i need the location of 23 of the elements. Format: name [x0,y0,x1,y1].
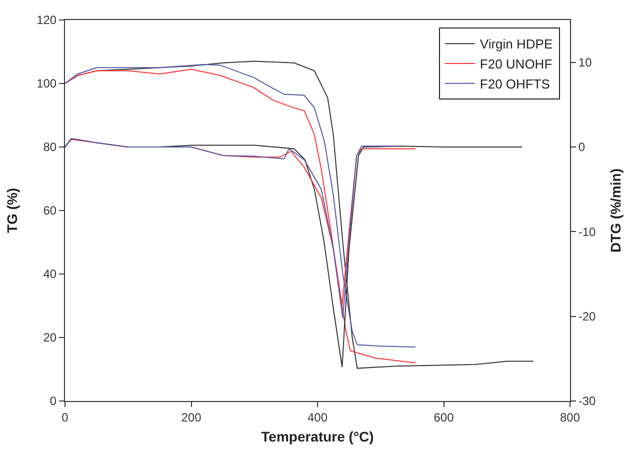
x-axis-title: Temperature (°C) [261,428,374,445]
y-axis-title: TG (%) [4,188,20,234]
y2-tick-label: -30 [578,394,596,408]
y-tick-label: 40 [43,267,57,282]
x-tick-label: 800 [560,410,580,424]
legend-label: F20 UNOHF [480,56,552,72]
y2-tick-label: -20 [578,310,596,324]
y-tick-label: 0 [50,394,57,408]
y-tick-label: 20 [43,330,57,345]
x-tick-label: 400 [307,410,328,424]
y2-tick-label: 0 [578,140,586,154]
legend-label: Virgin HDPE [480,36,553,52]
y-tick-label: 80 [43,140,57,154]
legend-label: F20 OHFTS [480,76,550,92]
y2-tick-label: 10 [578,56,592,70]
y-tick-label: 120 [36,13,57,28]
y-tick-label: 60 [43,204,57,218]
x-tick-label: 0 [62,410,69,424]
y2-tick-label: -10 [578,224,596,239]
x-tick-label: 600 [434,410,454,424]
y-tick-label: 100 [36,76,57,91]
x-tick-label: 200 [181,410,202,424]
y2-axis-title: DTG (%/min) [607,168,624,252]
